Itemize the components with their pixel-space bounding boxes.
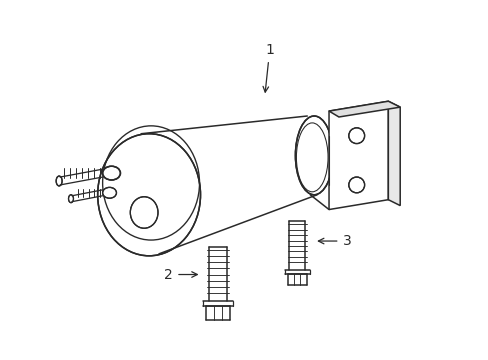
Ellipse shape xyxy=(102,188,116,198)
Ellipse shape xyxy=(68,195,73,203)
Ellipse shape xyxy=(348,177,364,193)
Ellipse shape xyxy=(98,134,200,256)
Text: 3: 3 xyxy=(318,234,350,248)
Ellipse shape xyxy=(56,176,62,186)
Ellipse shape xyxy=(295,116,332,195)
Text: 2: 2 xyxy=(164,267,197,282)
Polygon shape xyxy=(328,101,399,117)
Polygon shape xyxy=(387,101,399,206)
Ellipse shape xyxy=(130,197,158,228)
Text: 1: 1 xyxy=(263,43,274,92)
Ellipse shape xyxy=(102,166,120,180)
Polygon shape xyxy=(328,101,387,210)
Ellipse shape xyxy=(348,128,364,144)
